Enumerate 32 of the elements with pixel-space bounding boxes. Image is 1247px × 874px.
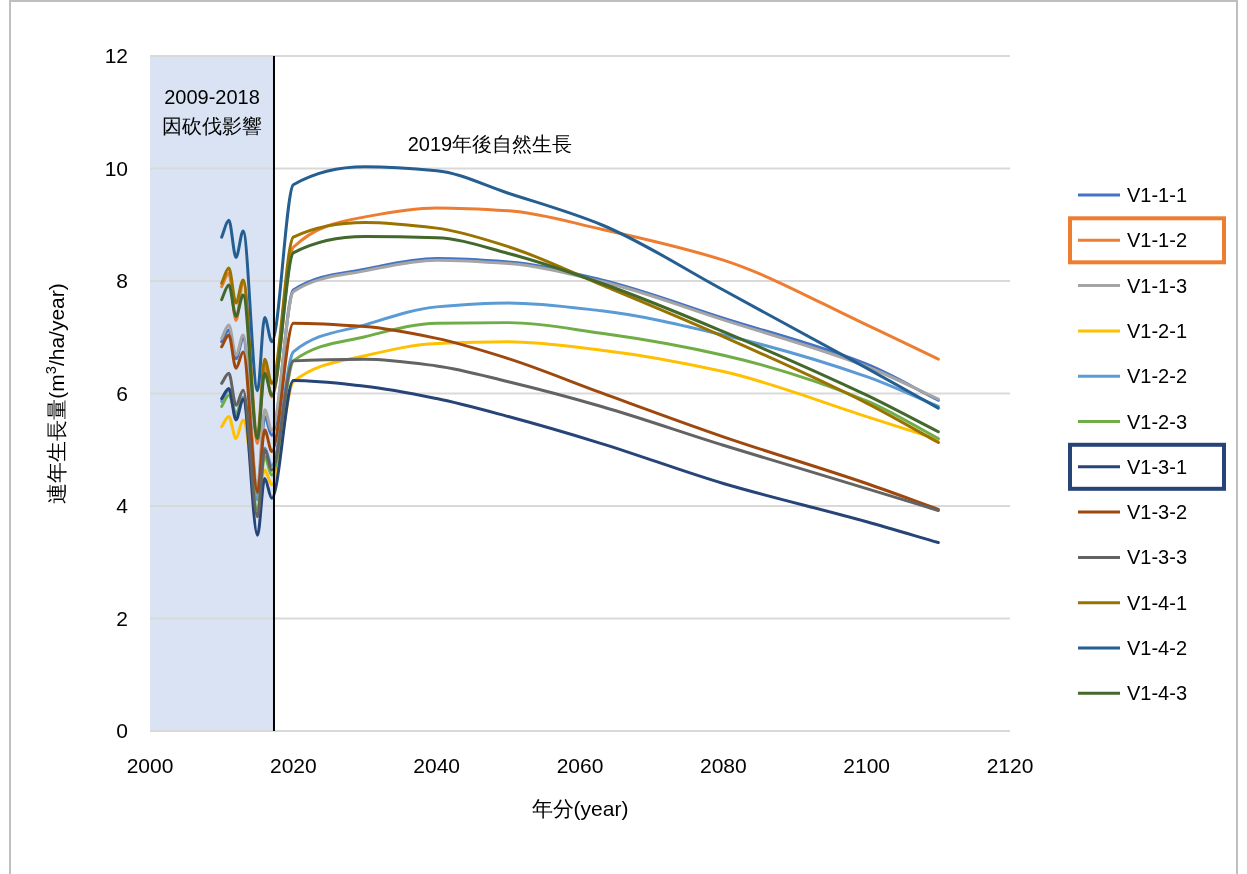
legend-label: V1-1-1 bbox=[1127, 184, 1188, 206]
legend-label: V1-4-3 bbox=[1127, 682, 1188, 705]
line-series bbox=[220, 357, 940, 519]
x-tick-label: 2120 bbox=[986, 754, 1034, 777]
band-label: 2009-2018 因砍伐影響 bbox=[161, 86, 262, 137]
x-tick-label: 2100 bbox=[843, 754, 891, 777]
y-tick-label: 2 bbox=[116, 606, 128, 630]
legend-label: V1-4-2 bbox=[1127, 637, 1188, 659]
legend-label: V1-3-3 bbox=[1127, 546, 1188, 569]
y-tick-label: 4 bbox=[116, 494, 129, 517]
legend-label: V1-1-2 bbox=[1127, 229, 1188, 252]
x-tick-label: 2040 bbox=[413, 754, 461, 777]
x-tick-label: 2020 bbox=[269, 754, 317, 777]
y-tick-label: 0 bbox=[116, 719, 128, 742]
legend-label: V1-2-1 bbox=[1127, 319, 1188, 342]
y-tick-label: 10 bbox=[104, 156, 128, 180]
y-tick-label: 12 bbox=[104, 44, 128, 67]
x-tick-label: 2060 bbox=[556, 754, 604, 777]
y-tick-label: 8 bbox=[116, 269, 128, 292]
line-series bbox=[220, 165, 940, 410]
legend-label: V1-2-2 bbox=[1127, 365, 1188, 388]
y-tick-label: 6 bbox=[116, 381, 128, 405]
annotation: 2019年後自然生長 bbox=[407, 133, 573, 155]
legend-label: V1-1-3 bbox=[1127, 274, 1188, 297]
line-series bbox=[220, 379, 940, 545]
legend-label: V1-2-3 bbox=[1127, 410, 1188, 433]
legend-label: V1-4-1 bbox=[1127, 591, 1188, 614]
legend-label: V1-3-2 bbox=[1127, 501, 1188, 524]
legend-label: V1-3-1 bbox=[1127, 455, 1188, 478]
x-axis-title: 年分(year) bbox=[531, 797, 629, 820]
x-tick-label: 2000 bbox=[126, 754, 174, 777]
x-tick-label: 2080 bbox=[699, 754, 747, 777]
